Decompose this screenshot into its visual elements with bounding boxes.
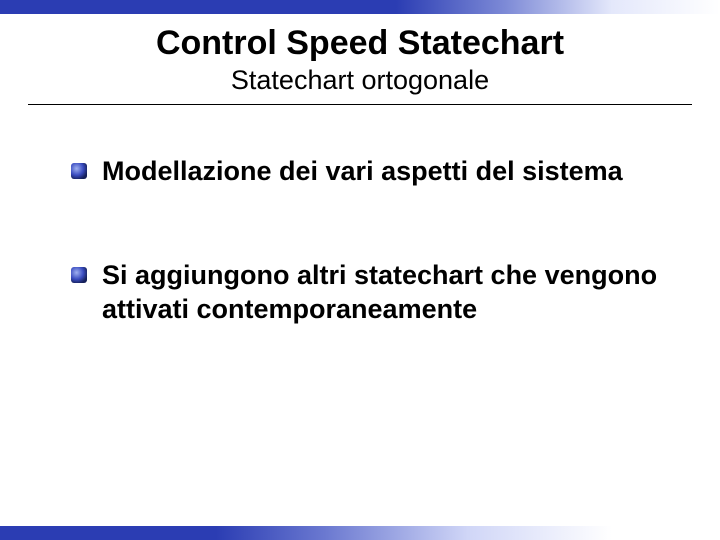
list-item: Modellazione dei vari aspetti del sistem… <box>70 155 660 189</box>
slide-header: Control Speed Statechart Statechart orto… <box>0 14 720 104</box>
top-accent-bar <box>0 0 720 14</box>
slide-content: Modellazione dei vari aspetti del sistem… <box>0 105 720 326</box>
bullet-text: Modellazione dei vari aspetti del sistem… <box>102 155 623 189</box>
bullet-icon <box>70 266 88 284</box>
bottom-accent-bar <box>0 526 720 540</box>
slide-subtitle: Statechart ortogonale <box>0 65 720 96</box>
slide-title: Control Speed Statechart <box>0 24 720 63</box>
list-item: Si aggiungono altri statechart che vengo… <box>70 259 660 327</box>
bullet-icon <box>70 162 88 180</box>
bullet-text: Si aggiungono altri statechart che vengo… <box>102 259 660 327</box>
